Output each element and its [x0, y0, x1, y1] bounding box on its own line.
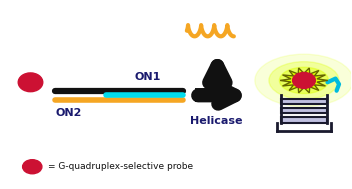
FancyBboxPatch shape — [281, 117, 327, 123]
Text: Helicase: Helicase — [190, 116, 243, 126]
Circle shape — [269, 62, 339, 99]
FancyBboxPatch shape — [281, 99, 327, 104]
Polygon shape — [280, 68, 328, 93]
Text: = G-quadruplex-selective probe: = G-quadruplex-selective probe — [48, 162, 193, 171]
Ellipse shape — [18, 73, 43, 92]
Ellipse shape — [293, 72, 315, 88]
Text: ON1: ON1 — [135, 72, 161, 82]
Circle shape — [279, 67, 328, 94]
Ellipse shape — [23, 160, 42, 174]
Circle shape — [255, 54, 352, 107]
FancyBboxPatch shape — [281, 108, 327, 113]
Text: ON2: ON2 — [55, 108, 81, 118]
